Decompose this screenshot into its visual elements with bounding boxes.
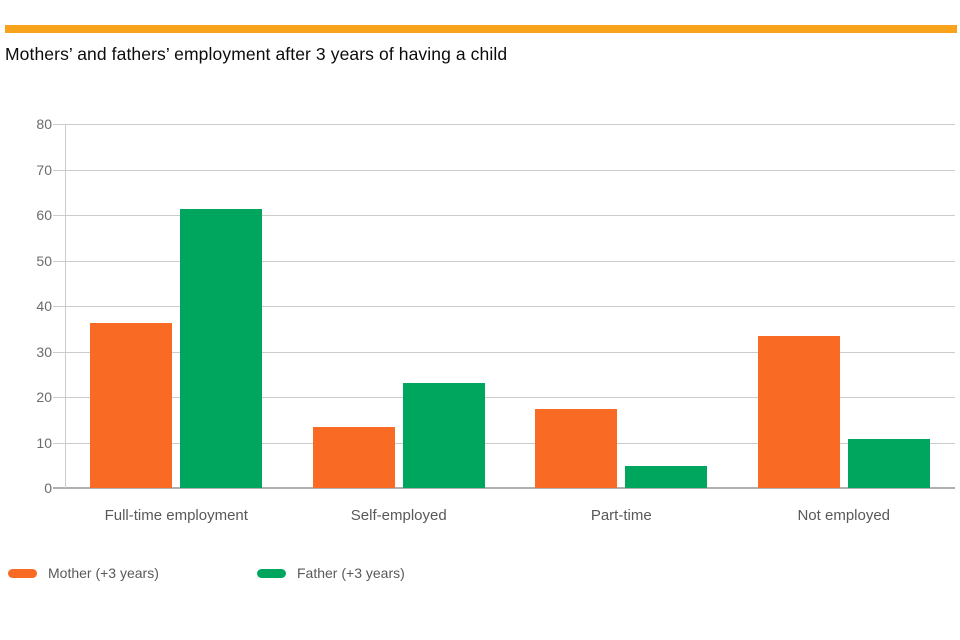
y-axis-tick-label: 0 bbox=[44, 480, 52, 496]
page-title: Mothers’ and fathers’ employment after 3… bbox=[5, 44, 508, 64]
x-axis-category-label: Not employed bbox=[797, 507, 891, 524]
legend-label: Father (+3 years) bbox=[297, 565, 405, 581]
bar-mother-1 bbox=[90, 323, 173, 488]
y-axis-tick-label: 20 bbox=[36, 389, 52, 405]
x-axis-category-label: Part-time bbox=[590, 507, 652, 524]
y-axis-tick-label: 60 bbox=[36, 207, 52, 223]
gridline-30 bbox=[53, 351, 955, 353]
x-axis-category-label: Full-time employment bbox=[104, 507, 248, 524]
y-axis-tick-label: 80 bbox=[36, 116, 52, 132]
legend-item-father: Father (+3 years) bbox=[257, 565, 405, 581]
bar-mother-4 bbox=[757, 336, 840, 488]
gridline-40 bbox=[53, 306, 955, 307]
y-axis-tick-label: 70 bbox=[36, 161, 52, 178]
y-axis-tick-label: 50 bbox=[36, 252, 52, 269]
gridline-20 bbox=[53, 397, 955, 398]
gridline-10 bbox=[53, 442, 955, 444]
bar-father-3 bbox=[625, 466, 708, 488]
legend-swatch-icon bbox=[8, 568, 37, 578]
y-axis-tick-label: 40 bbox=[36, 298, 52, 314]
legend-swatch-icon bbox=[257, 568, 286, 578]
y-axis-tick-label: 30 bbox=[36, 343, 52, 360]
bar-father-4 bbox=[847, 439, 930, 488]
y-axis-tick-label: 10 bbox=[36, 434, 52, 451]
x-axis-category-label: Self-employed bbox=[350, 507, 447, 524]
gridline-0 bbox=[53, 487, 955, 489]
gridline-70 bbox=[53, 169, 955, 171]
accent-bar bbox=[5, 25, 957, 33]
bar-mother-2 bbox=[312, 427, 395, 488]
legend-label: Mother (+3 years) bbox=[48, 565, 159, 581]
y-axis-line bbox=[65, 124, 66, 488]
legend-item-mother: Mother (+3 years) bbox=[8, 565, 159, 581]
gridline-80 bbox=[53, 124, 955, 125]
gridline-60 bbox=[53, 215, 955, 216]
bar-father-1 bbox=[180, 208, 263, 488]
bar-father-2 bbox=[402, 383, 485, 488]
bar-mother-3 bbox=[535, 409, 618, 488]
gridline-50 bbox=[53, 260, 955, 262]
